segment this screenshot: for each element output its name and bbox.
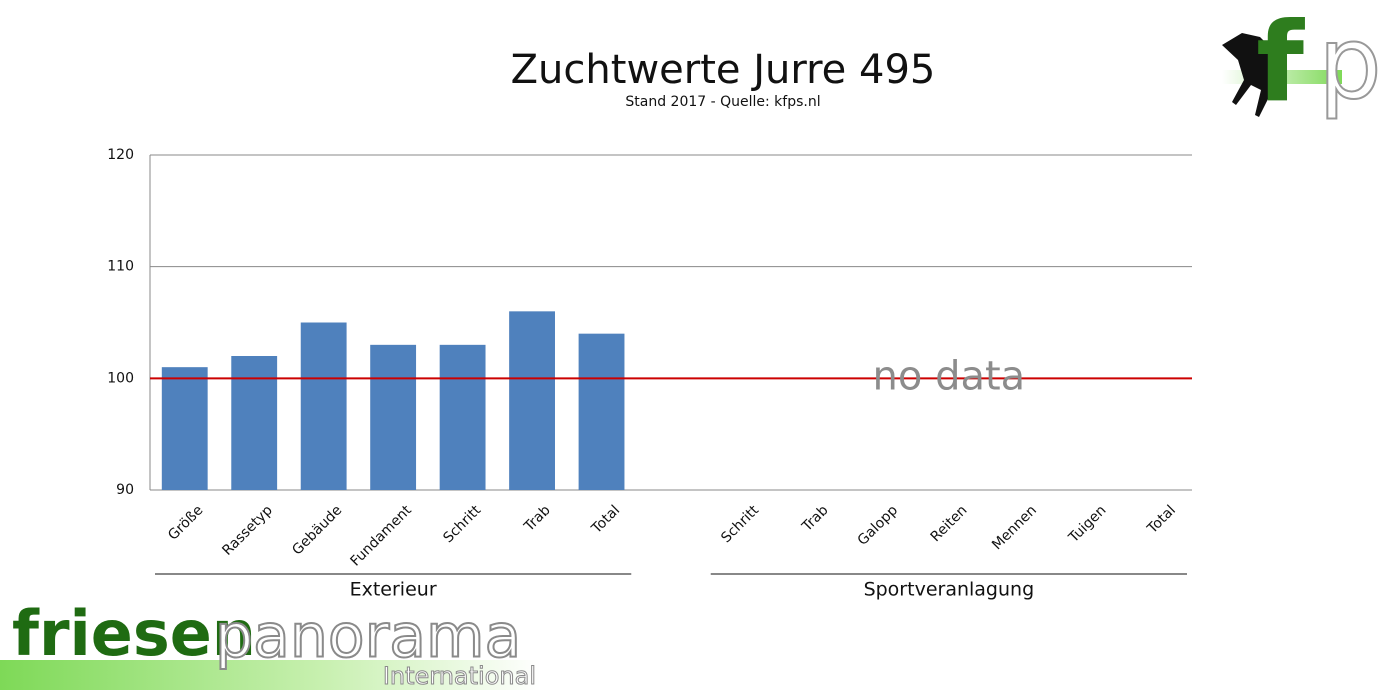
bar xyxy=(300,322,347,490)
annotation: no data xyxy=(873,353,1026,399)
wordmark-friesen: friesen xyxy=(12,597,256,670)
chart-title: Zuchtwerte Jurre 495 xyxy=(511,47,936,93)
bar xyxy=(161,367,208,490)
y-tick-label: 100 xyxy=(107,370,134,386)
y-tick-label: 120 xyxy=(107,147,134,163)
logo-p: p xyxy=(1318,4,1381,121)
x-tick-label: Total xyxy=(588,502,623,537)
wordmark: friesen panorama International xyxy=(0,597,540,691)
y-tick-label: 110 xyxy=(107,259,134,275)
logo: f p xyxy=(1222,0,1383,126)
x-tick-label: Größe xyxy=(165,502,206,543)
x-tick-label: Schritt xyxy=(440,502,484,546)
wordmark-panorama: panorama xyxy=(215,602,521,672)
bar xyxy=(231,356,278,490)
wordmark-bar xyxy=(0,660,540,690)
x-tick-label: Schritt xyxy=(718,502,762,546)
x-tick-label: Total xyxy=(1144,502,1179,537)
bar xyxy=(370,344,417,490)
logo-horse xyxy=(1222,33,1275,117)
x-tick-label: Galopp xyxy=(855,502,902,549)
bar xyxy=(509,311,555,490)
group-label: Exterieur xyxy=(350,579,437,601)
x-tick-label: Reiten xyxy=(928,502,971,545)
x-tick-label: Trab xyxy=(799,502,832,535)
x-tick-label: Tuigen xyxy=(1065,502,1109,546)
x-tick-label: Fundament xyxy=(348,502,416,570)
x-tick-label: Gebäude xyxy=(289,502,345,558)
chart-subtitle: Stand 2017 - Quelle: kfps.nl xyxy=(625,94,820,110)
logo-f: f xyxy=(1256,0,1305,126)
bar xyxy=(439,344,486,490)
x-tick-label: Trab xyxy=(521,502,554,535)
y-tick-label: 90 xyxy=(116,482,134,498)
wordmark-international: International xyxy=(383,662,536,690)
group-label: Sportveranlagung xyxy=(864,579,1035,601)
x-tick-label: Rassetyp xyxy=(219,502,276,559)
bar xyxy=(578,333,625,490)
x-tick-label: Mennen xyxy=(989,502,1040,553)
